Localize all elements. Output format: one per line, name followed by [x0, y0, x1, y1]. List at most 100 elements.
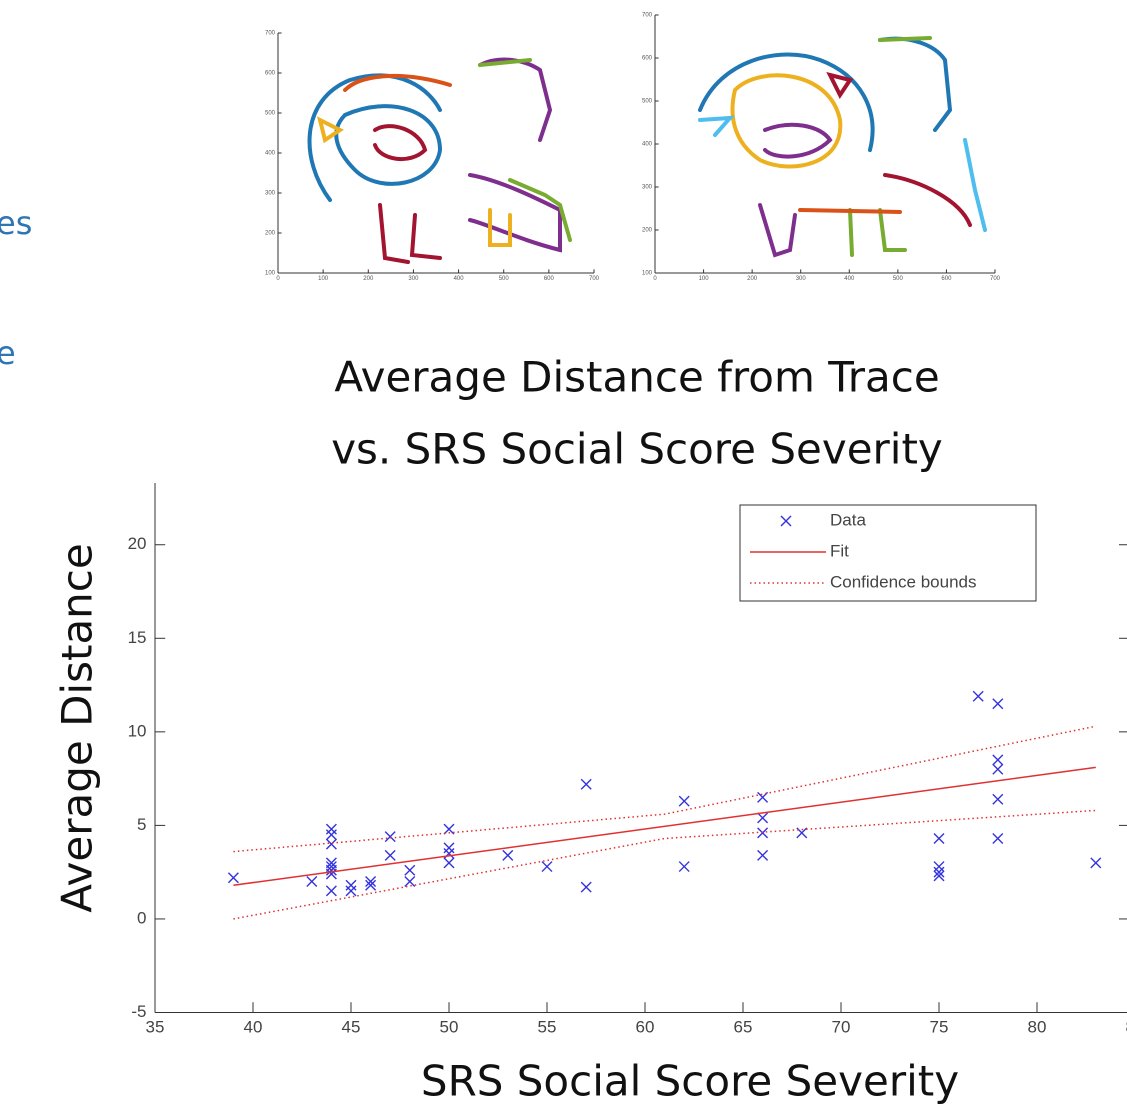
x-tick-label: 85 [1126, 1017, 1127, 1036]
legend-box [739, 504, 1037, 602]
x-tick-label: 60 [636, 1017, 655, 1036]
confidence-line [233, 725, 1096, 920]
x-axis-label: SRS Social Score Severity [421, 1057, 959, 1106]
data-point [325, 829, 337, 841]
data-point [972, 690, 984, 702]
x-tick-label: 35 [146, 1017, 165, 1036]
y-tick-label: 700 [265, 31, 276, 37]
y-tick-label: 400 [265, 151, 276, 157]
y-tick-label: 20 [128, 534, 147, 553]
x-tick-label: 100 [318, 276, 329, 282]
y-tick-label: 600 [642, 56, 653, 62]
y-tick-label: 100 [265, 271, 276, 277]
marker-stroke [992, 832, 1004, 844]
marker-stroke [580, 778, 592, 790]
x-tick-label: 300 [408, 276, 419, 282]
data-point [325, 823, 337, 835]
data-point [933, 861, 945, 873]
marker-stroke [933, 832, 945, 844]
x-tick-label: 600 [941, 276, 952, 282]
x-tick-label: 0 [276, 276, 280, 282]
x-tick-label: 40 [244, 1017, 263, 1036]
marker-stroke [796, 827, 808, 839]
marker-stroke [443, 842, 455, 854]
data-point [757, 812, 769, 824]
legend-label: Data [830, 510, 866, 529]
data-point [541, 861, 553, 873]
data-point [1090, 857, 1102, 869]
x-tick-label: 70 [832, 1017, 851, 1036]
marker-stroke [345, 885, 357, 897]
y-tick-label: 5 [137, 815, 146, 834]
x-tick-label: 200 [747, 276, 758, 282]
x-tick-label: 55 [538, 1017, 557, 1036]
marker-stroke [443, 857, 455, 869]
y-tick-label: -5 [131, 1002, 146, 1021]
data-point [443, 823, 455, 835]
data-point [580, 881, 592, 893]
data-point [678, 861, 690, 873]
data-point [365, 879, 377, 891]
data-point [306, 876, 318, 888]
data-point [365, 876, 377, 888]
x-tick-label: 300 [796, 276, 807, 282]
marker-stroke [992, 754, 1004, 766]
data-point [580, 778, 592, 790]
x-tick-label: 500 [893, 276, 904, 282]
y-tick-label: 300 [265, 191, 276, 197]
y-tick-label: 500 [265, 111, 276, 117]
data-point [443, 857, 455, 869]
data-point [502, 849, 514, 861]
data-point [227, 872, 239, 884]
marker-stroke [972, 690, 984, 702]
marker-stroke [678, 861, 690, 873]
slide-text: e [0, 334, 16, 372]
y-axis-label: Average Distance [53, 543, 102, 912]
marker-stroke [325, 864, 337, 876]
marker-stroke [933, 861, 945, 873]
x-tick-label: 600 [544, 276, 555, 282]
x-tick-label: 50 [440, 1017, 459, 1036]
y-tick-label: 200 [265, 231, 276, 237]
x-tick-label: 0 [653, 276, 657, 282]
data-point [404, 876, 416, 888]
slide-text: es [0, 204, 32, 242]
legend-label: Confidence bounds [830, 572, 977, 591]
marker-stroke [757, 827, 769, 839]
marker-stroke [325, 829, 337, 841]
y-tick-label: 500 [642, 99, 653, 105]
data-point [757, 849, 769, 861]
lion-drawing-right [698, 36, 987, 258]
chart-title: vs. SRS Social Score Severity [331, 425, 943, 474]
data-point [325, 838, 337, 850]
marker-stroke [580, 881, 592, 893]
legend-label: Fit [830, 541, 849, 560]
marker-stroke [306, 876, 318, 888]
fit-line [233, 766, 1096, 887]
marker-stroke [404, 864, 416, 876]
x-tick-label: 200 [363, 276, 374, 282]
marker-stroke [992, 698, 1004, 710]
y-tick-label: 600 [265, 71, 276, 77]
x-tick-label: 700 [589, 276, 600, 282]
data-point [345, 885, 357, 897]
y-tick-label: 300 [642, 185, 653, 191]
marker-stroke [325, 838, 337, 850]
x-tick-label: 65 [734, 1017, 753, 1036]
data-point [443, 842, 455, 854]
marker-stroke [325, 885, 337, 897]
marker-stroke [757, 849, 769, 861]
x-tick-label: 500 [499, 276, 510, 282]
marker-stroke [365, 876, 377, 888]
data-point [325, 885, 337, 897]
data-point [345, 879, 357, 891]
marker-stroke [325, 823, 337, 835]
marker-stroke [227, 872, 239, 884]
data-point [933, 870, 945, 882]
data-point [992, 832, 1004, 844]
data-point [992, 793, 1004, 805]
y-tick-label: 100 [642, 271, 653, 277]
data-point [325, 864, 337, 876]
x-tick-label: 100 [699, 276, 710, 282]
